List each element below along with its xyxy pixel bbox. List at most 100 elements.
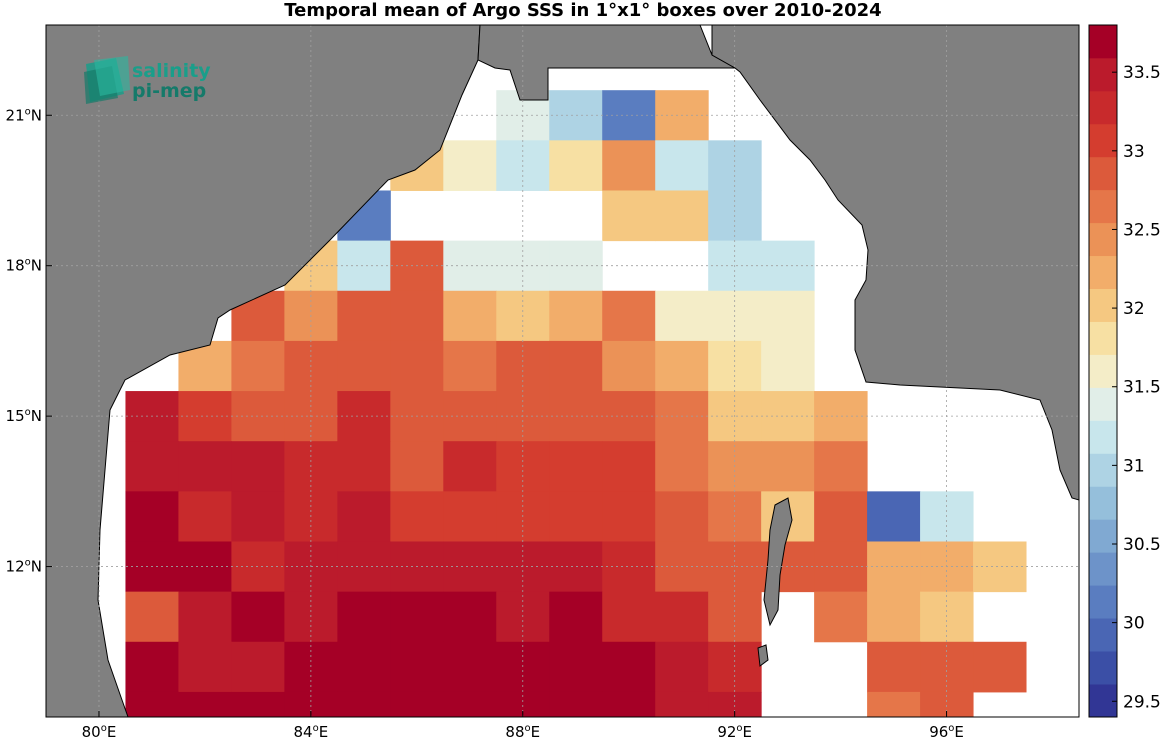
sss-cell	[443, 441, 497, 492]
sss-cell	[549, 290, 603, 342]
sss-cell	[231, 441, 285, 492]
sss-cell	[443, 691, 497, 717]
sss-cell	[655, 340, 709, 392]
colorbar-tick-label: 31	[1123, 456, 1145, 476]
colorbar-bin	[1089, 90, 1117, 125]
x-tick-label: 80oE	[82, 723, 117, 740]
colorbar-bin	[1089, 255, 1117, 290]
colorbar-bin	[1089, 585, 1117, 619]
sss-cell	[178, 691, 232, 717]
y-tick-label: 12oN	[6, 558, 42, 576]
colorbar-bin	[1089, 354, 1117, 388]
colorbar-tick-label: 30	[1123, 614, 1145, 634]
colorbar-tick-label: 31.5	[1123, 378, 1161, 398]
sss-cell	[549, 541, 603, 593]
land-india	[46, 25, 481, 717]
x-tick-label: 84oE	[294, 723, 329, 740]
sss-cell	[761, 441, 815, 492]
colorbar-tick-label: 30.5	[1123, 535, 1161, 555]
land-north-delta	[477, 25, 737, 101]
y-tick-label: 15oN	[6, 407, 42, 425]
colorbar-bin	[1089, 618, 1117, 652]
land-andaman-islands	[763, 497, 793, 627]
sss-cell	[814, 591, 868, 643]
sss-cell	[549, 591, 603, 643]
sss-cell	[337, 691, 391, 717]
sss-cell	[655, 290, 709, 342]
x-tick-label: 96oE	[929, 723, 964, 740]
sss-cell	[443, 491, 497, 542]
sss-cell	[708, 641, 762, 693]
sss-cell	[390, 340, 444, 392]
logo-line1: salinity	[132, 60, 211, 82]
sss-cell	[549, 340, 603, 392]
sss-cell	[655, 491, 709, 542]
sss-cell	[231, 491, 285, 542]
sss-cell	[231, 340, 285, 392]
colorbar-bin	[1089, 57, 1117, 92]
sss-cell	[231, 691, 285, 717]
sss-cell	[337, 591, 391, 643]
colorbar-bin	[1089, 288, 1117, 322]
land-myanmar	[711, 25, 1079, 501]
colorbar-bin	[1089, 123, 1117, 158]
sss-cell	[496, 641, 550, 693]
sss-cell	[867, 491, 921, 542]
plot-border	[45, 24, 1080, 718]
sss-cell	[337, 441, 391, 492]
sss-cell	[549, 140, 603, 191]
sss-cell	[549, 391, 603, 442]
sss-cell	[549, 691, 603, 717]
sss-grid-cells	[125, 90, 1027, 717]
salinity-pimep-logo-icon	[84, 56, 130, 104]
sss-cell	[178, 641, 232, 693]
sss-cell	[655, 691, 709, 717]
sss-cell	[443, 290, 497, 342]
sss-cell	[867, 691, 921, 717]
graticule	[46, 25, 1079, 717]
sss-cell	[655, 441, 709, 492]
sss-cell	[549, 641, 603, 693]
sss-cell	[814, 391, 868, 442]
x-tick-label: 88oE	[505, 723, 540, 740]
colorbar-tick-label: 29.5	[1123, 692, 1161, 712]
y-tick-label: 21oN	[6, 106, 42, 124]
sss-cell	[602, 641, 656, 693]
sss-cell	[443, 140, 497, 191]
chart-title: Temporal mean of Argo SSS in 1°x1° boxes…	[284, 0, 882, 21]
sss-cell	[814, 541, 868, 593]
colorbar-frame	[1088, 24, 1118, 718]
sss-cell	[973, 641, 1027, 693]
sss-cell	[655, 140, 709, 191]
colorbar-bin	[1089, 486, 1117, 520]
colorbar-bin	[1089, 387, 1117, 421]
sss-cell	[125, 591, 179, 643]
colorbar-labels: 29.5 30 30.5 31 31.5 32 32.5 33 33.5	[1112, 63, 1161, 712]
y-axis: 12oN 15oN 18oN 21oN	[6, 106, 52, 576]
x-tick-label: 92oE	[717, 723, 752, 740]
sss-cell	[920, 641, 974, 693]
colorbar-bin	[1089, 321, 1117, 355]
sss-cell	[337, 340, 391, 392]
colorbar-bin	[1089, 651, 1117, 685]
sss-cell	[390, 290, 444, 342]
sss-cell	[602, 691, 656, 717]
sss-cell	[178, 491, 232, 542]
sss-cell	[814, 491, 868, 542]
sss-cell	[337, 641, 391, 693]
sss-cell	[337, 491, 391, 542]
sss-cell	[231, 641, 285, 693]
sss-cell	[231, 391, 285, 442]
sss-cell	[125, 441, 179, 492]
sss-cell	[178, 441, 232, 492]
sss-cell	[655, 591, 709, 643]
colorbar	[1088, 24, 1118, 718]
sss-cell	[602, 441, 656, 492]
sss-cell	[655, 190, 709, 242]
colorbar-bin	[1089, 156, 1117, 191]
colorbar-bin	[1089, 453, 1117, 487]
colorbar-bin	[1089, 222, 1117, 257]
land-masses	[46, 25, 1079, 717]
sss-cell	[602, 591, 656, 643]
sss-cell	[125, 691, 179, 717]
